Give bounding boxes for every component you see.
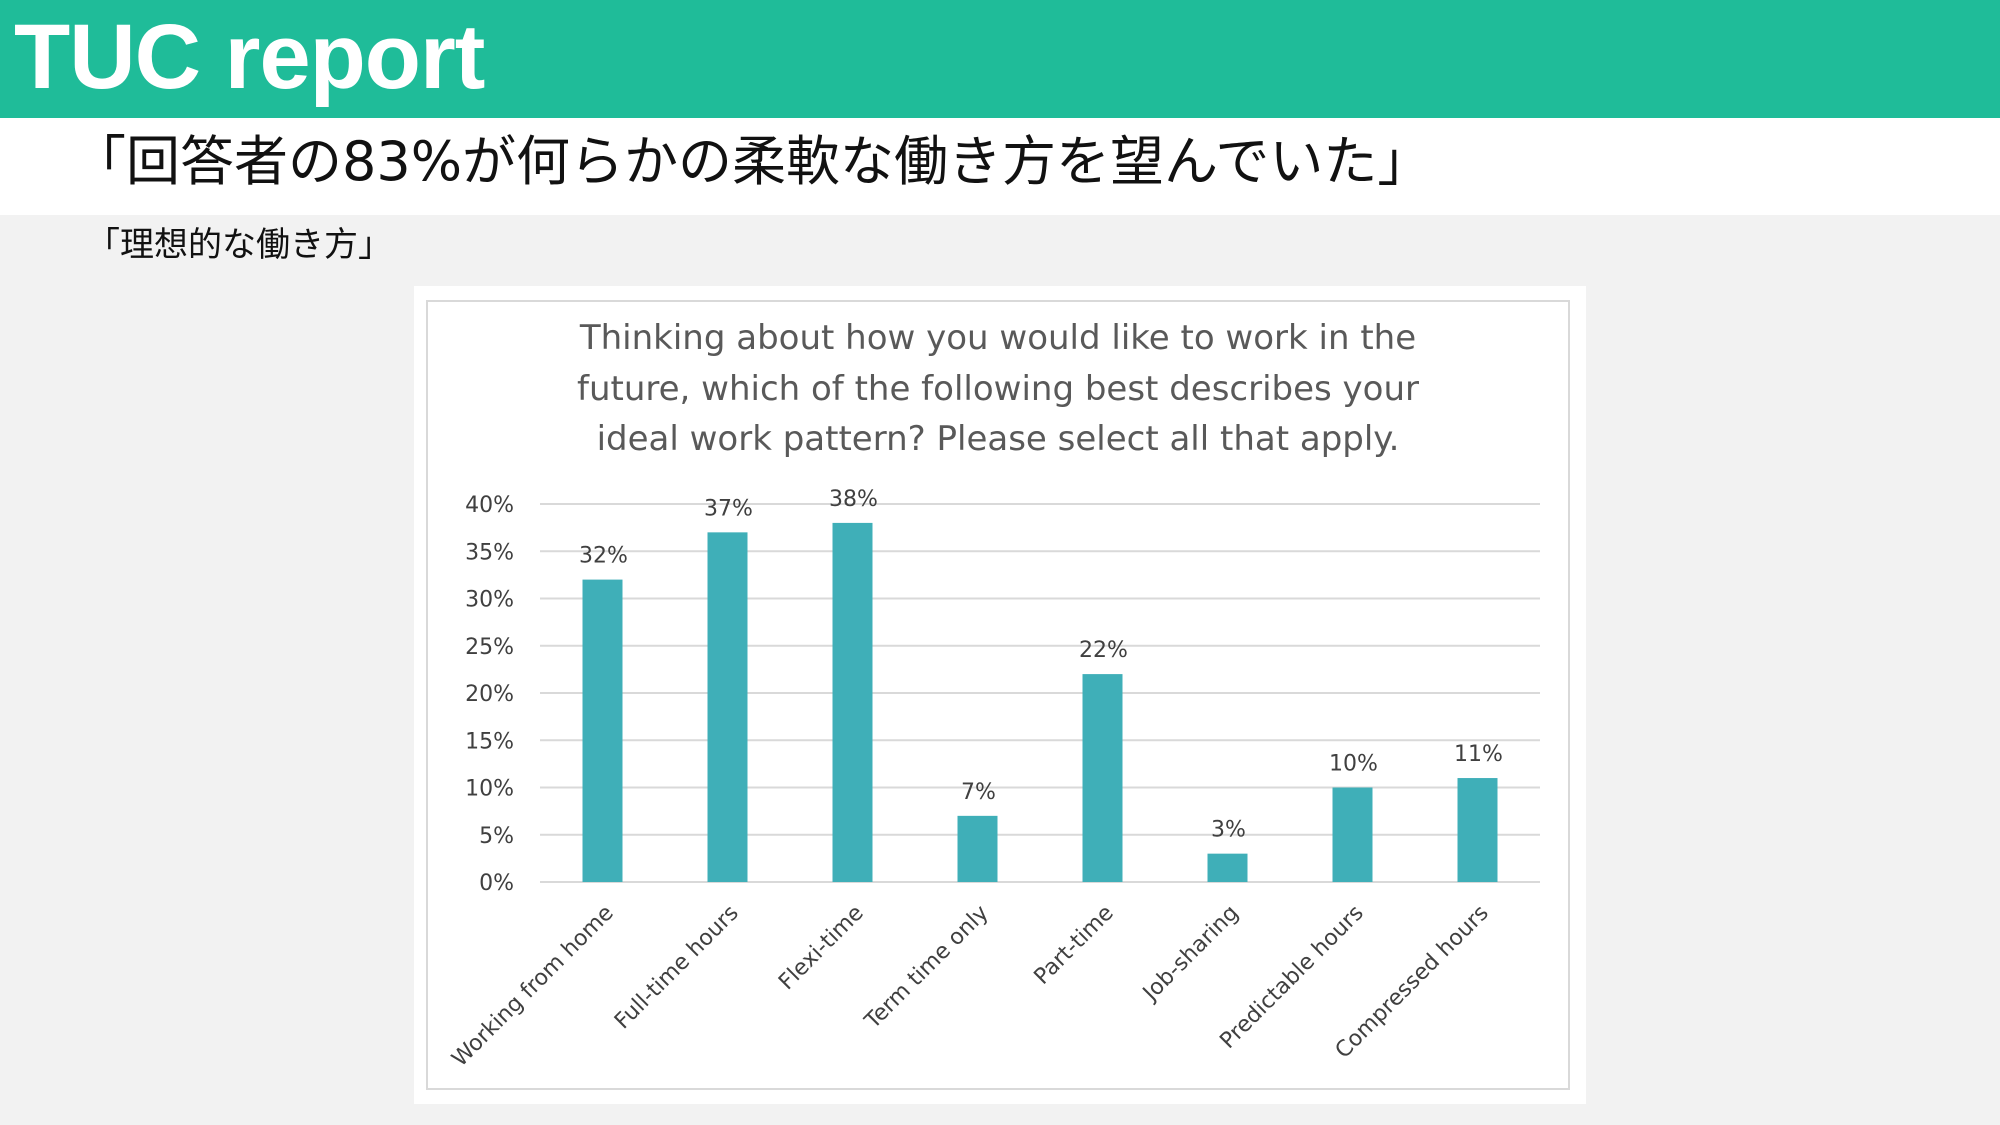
x-category-label: Term time only <box>860 901 994 1035</box>
bar <box>1207 853 1248 882</box>
data-label: 22% <box>1079 638 1128 663</box>
y-tick-label: 5% <box>479 824 514 849</box>
data-label: 11% <box>1454 742 1503 767</box>
data-label: 37% <box>704 496 753 521</box>
chart-frame <box>426 300 1570 1090</box>
x-category-label: Full-time hours <box>610 901 744 1035</box>
chart-title-line: future, which of the following best desc… <box>577 369 1419 409</box>
header-bar <box>0 0 2000 118</box>
y-tick-label: 25% <box>465 635 514 660</box>
x-category-label: Job-sharing <box>1137 901 1244 1008</box>
y-tick-label: 10% <box>465 777 514 802</box>
data-label: 3% <box>1211 818 1246 843</box>
subtitle-band <box>0 118 2000 215</box>
y-tick-label: 40% <box>465 493 514 518</box>
bar <box>707 532 748 882</box>
x-category-label: Working from home <box>447 901 618 1072</box>
bar <box>1082 674 1123 882</box>
bar <box>957 815 998 882</box>
x-category-label: Part-time <box>1030 901 1119 990</box>
bar <box>1332 787 1373 882</box>
slide-subtitle: 「回答者の83%が何らかの柔軟な働き方を望んでいた」 <box>72 130 1432 193</box>
y-tick-label: 35% <box>465 540 514 565</box>
chart-title-line: ideal work pattern? Please select all th… <box>597 419 1400 459</box>
data-label: 7% <box>961 780 996 805</box>
bar <box>832 522 873 882</box>
chart-title-line: Thinking about how you would like to wor… <box>579 318 1416 358</box>
data-label: 38% <box>829 487 878 512</box>
y-tick-label: 15% <box>465 729 514 754</box>
bar <box>1457 778 1498 882</box>
report-title: TUC report <box>14 6 485 108</box>
x-category-label: Flexi-time <box>774 901 869 996</box>
bar <box>582 579 623 882</box>
section-label: 「理想的な働き方」 <box>86 225 392 265</box>
y-tick-label: 20% <box>465 682 514 707</box>
y-tick-label: 0% <box>479 871 514 896</box>
data-label: 10% <box>1329 752 1378 777</box>
y-tick-label: 30% <box>465 588 514 613</box>
data-label: 32% <box>579 544 628 569</box>
